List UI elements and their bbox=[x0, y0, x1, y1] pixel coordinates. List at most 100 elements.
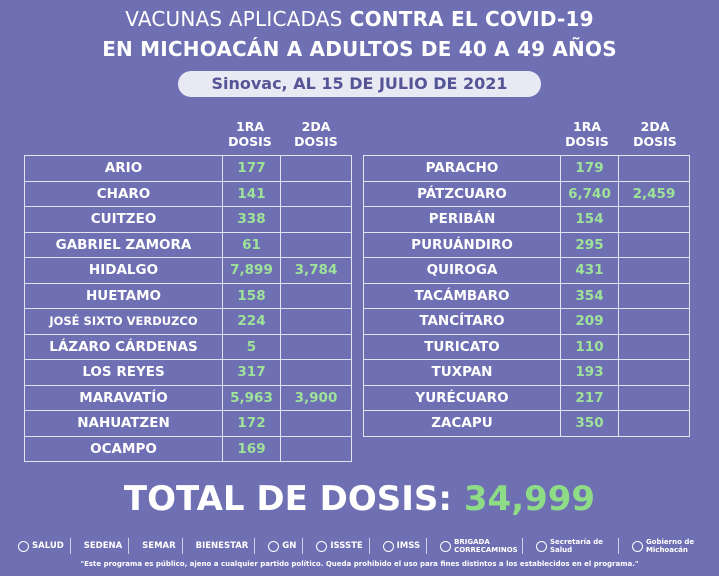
dose2-value bbox=[618, 410, 690, 437]
municipality-name: LOS REYES bbox=[24, 359, 223, 386]
municipality-name: HIDALGO bbox=[24, 257, 223, 284]
municipality-name: PURUÁNDIRO bbox=[363, 231, 561, 258]
table-row: OCAMPO 169 bbox=[24, 435, 352, 462]
dose1-value: 431 bbox=[560, 257, 619, 284]
dose2-value bbox=[618, 155, 690, 182]
dose2-value bbox=[280, 359, 352, 386]
municipality-name: CHARO bbox=[24, 180, 223, 207]
municipality-name: PERIBÁN bbox=[363, 206, 561, 233]
dose2-value bbox=[280, 333, 352, 360]
logo-item: BIENESTAR bbox=[196, 538, 256, 554]
subtitle-pill: Sinovac, AL 15 DE JULIO DE 2021 bbox=[178, 71, 541, 97]
municipality-name: QUIROGA bbox=[363, 257, 561, 284]
dose2-value bbox=[280, 231, 352, 258]
dose1-value: 110 bbox=[560, 333, 619, 360]
left-dose2-header-a: 2DA bbox=[301, 119, 331, 134]
logo-divider bbox=[181, 538, 183, 554]
logo-label: Gobierno de Michoacán bbox=[645, 538, 695, 554]
left-municipality-table: ARIO 177 CHARO 141 CUITZEO 338 GABRIEL ZAMORA 6… bbox=[24, 155, 352, 462]
dose1-value: 350 bbox=[560, 410, 619, 437]
left-dose1-header-b: DOSIS bbox=[228, 134, 272, 149]
logo-divider bbox=[128, 538, 130, 554]
dose2-value: 3,900 bbox=[280, 384, 352, 411]
guard-badge-icon bbox=[268, 540, 280, 552]
table-row: CUITZEO 338 bbox=[24, 206, 352, 233]
dose2-value bbox=[618, 359, 690, 386]
left-dose1-header-a: 1RA bbox=[236, 119, 264, 134]
right-dose2-header: 2DA DOSIS bbox=[626, 119, 684, 149]
table-row: HIDALGO 7,899 3,784 bbox=[24, 257, 352, 284]
dose2-value bbox=[618, 206, 690, 233]
dose2-value bbox=[280, 180, 352, 207]
dose2-value: 2,459 bbox=[618, 180, 690, 207]
right-dose1-header-b: DOSIS bbox=[565, 134, 609, 149]
logo-item: Gobierno de Michoacán bbox=[631, 538, 708, 554]
dose1-value: 217 bbox=[560, 384, 619, 411]
dose1-value: 61 bbox=[222, 231, 281, 258]
logo-item: SEMAR bbox=[142, 538, 183, 554]
dose2-value bbox=[280, 206, 352, 233]
logo-item: GN bbox=[268, 538, 304, 554]
eagle-seal-icon bbox=[18, 540, 29, 552]
dose2-value bbox=[280, 435, 352, 462]
logo-label: SEMAR bbox=[142, 541, 176, 551]
table-row: PÁTZCUARO 6,740 2,459 bbox=[363, 180, 690, 207]
dose1-value: 7,899 bbox=[222, 257, 281, 284]
dose2-value bbox=[618, 257, 690, 284]
state-shield-icon bbox=[631, 540, 643, 552]
logo-label: ISSSTE bbox=[330, 541, 363, 551]
municipality-name: CUITZEO bbox=[24, 206, 223, 233]
table-row: PURUÁNDIRO 295 bbox=[363, 231, 690, 258]
right-dose1-header: 1RA DOSIS bbox=[558, 119, 616, 149]
dose2-value bbox=[280, 410, 352, 437]
total-doses: TOTAL DE DOSIS: 34,999 bbox=[0, 479, 719, 519]
table-row: CHARO 141 bbox=[24, 180, 352, 207]
state-shield-icon bbox=[536, 540, 547, 552]
table-row: MARAVATÍO 5,963 3,900 bbox=[24, 384, 352, 411]
logo-divider bbox=[618, 538, 619, 554]
issste-icon bbox=[316, 540, 328, 552]
table-row: TURICATO 110 bbox=[363, 333, 690, 360]
table-row: TACÁMBARO 354 bbox=[363, 282, 690, 309]
dose1-value: 177 bbox=[222, 155, 281, 182]
dose2-value bbox=[618, 282, 690, 309]
dose2-value bbox=[280, 155, 352, 182]
table-row: YURÉCUARO 217 bbox=[363, 384, 690, 411]
table-row: TUXPAN 193 bbox=[363, 359, 690, 386]
logo-divider bbox=[254, 538, 256, 554]
table-row: PARACHO 179 bbox=[363, 155, 690, 182]
municipality-name: PARACHO bbox=[363, 155, 561, 182]
left-dose1-header: 1RA DOSIS bbox=[221, 119, 279, 149]
dose1-value: 5 bbox=[222, 333, 281, 360]
municipality-name: GABRIEL ZAMORA bbox=[24, 231, 223, 258]
municipality-name: ARIO bbox=[24, 155, 223, 182]
right-dose2-header-a: 2DA bbox=[640, 119, 670, 134]
dose1-value: 338 bbox=[222, 206, 281, 233]
total-value: 34,999 bbox=[463, 479, 596, 519]
municipality-name: MARAVATÍO bbox=[24, 384, 223, 411]
logo-item: SALUD bbox=[18, 538, 71, 554]
dose1-value: 209 bbox=[560, 308, 619, 335]
dose2-value bbox=[618, 333, 690, 360]
dose1-value: 179 bbox=[560, 155, 619, 182]
municipality-name: TACÁMBARO bbox=[363, 282, 561, 309]
dose1-value: 169 bbox=[222, 435, 281, 462]
title-line-1-b: CONTRA EL COVID-19 bbox=[349, 7, 594, 31]
institution-logos: SALUD SEDENA SEMAR BIENESTAR GN ISSSTE IMSS BRI… bbox=[18, 532, 708, 560]
left-dose2-header: 2DA DOSIS bbox=[287, 119, 345, 149]
municipality-name: LÁZARO CÁRDENAS bbox=[24, 333, 223, 360]
logo-label: SEDENA bbox=[83, 541, 123, 551]
title-line-1: VACUNAS APLICADAS CONTRA EL COVID-19 bbox=[0, 7, 719, 31]
table-row: QUIROGA 431 bbox=[363, 257, 690, 284]
logo-divider bbox=[522, 538, 524, 554]
dose2-value bbox=[280, 282, 352, 309]
dose1-value: 6,740 bbox=[560, 180, 619, 207]
municipality-name: TANCÍTARO bbox=[363, 308, 561, 335]
municipality-name: TUXPAN bbox=[363, 359, 561, 386]
table-row: TANCÍTARO 209 bbox=[363, 308, 690, 335]
municipality-name: PÁTZCUARO bbox=[363, 180, 561, 207]
table-row: GABRIEL ZAMORA 61 bbox=[24, 231, 352, 258]
table-row: HUETAMO 158 bbox=[24, 282, 352, 309]
logo-divider bbox=[302, 538, 304, 554]
logo-label: BRIGADA CORRECAMINOS bbox=[454, 538, 518, 554]
